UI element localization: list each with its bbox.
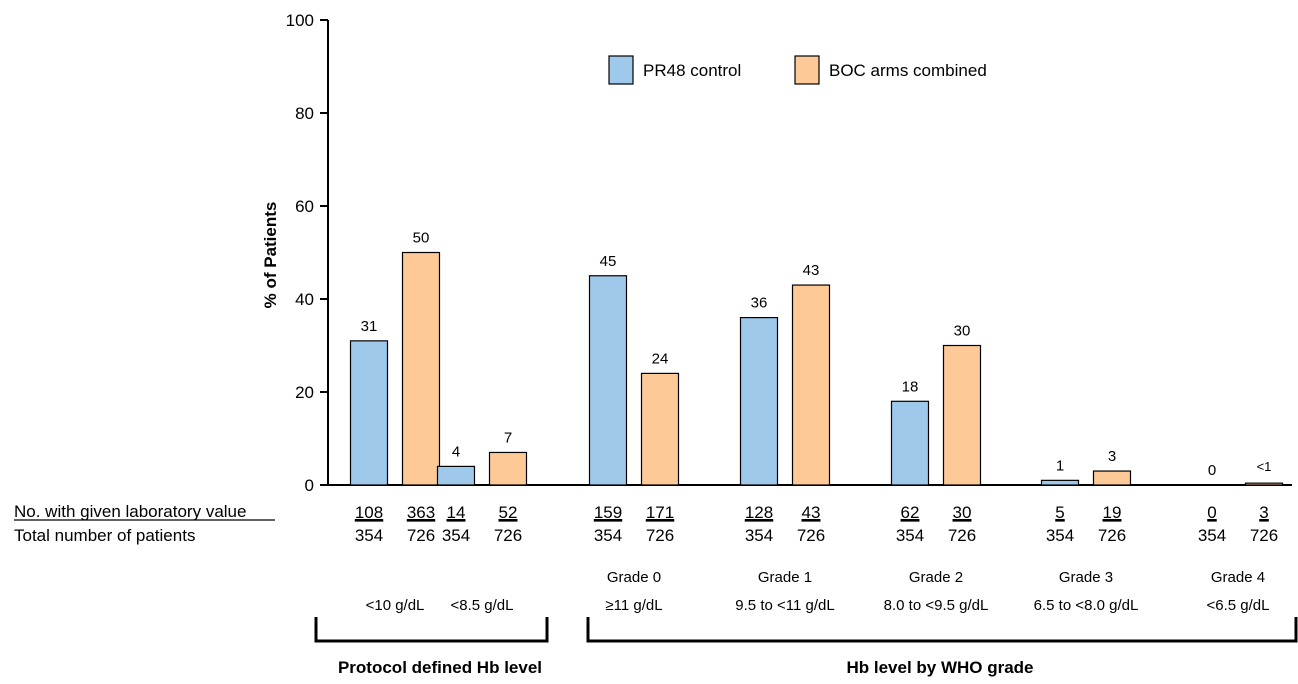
count-numerator: 5	[1055, 503, 1064, 522]
count-denominator: 354	[1046, 526, 1074, 545]
category-range-label: <8.5 g/dL	[451, 597, 514, 614]
legend-swatch-0	[608, 55, 634, 85]
count-numerator: 30	[953, 503, 972, 522]
category-grade-label: Grade 1	[758, 569, 812, 586]
count-denominator: 726	[1250, 526, 1278, 545]
y-tick-label: 40	[295, 290, 314, 309]
bracket-label-1: Hb level by WHO grade	[846, 658, 1033, 677]
count-denominator: 726	[407, 526, 435, 545]
bar-value-label: 18	[902, 378, 919, 395]
count-numerator: 19	[1103, 503, 1122, 522]
count-numerator: 159	[594, 503, 622, 522]
bracket-label-0: Protocol defined Hb level	[338, 658, 542, 677]
bar-grade4-1	[1244, 482, 1284, 486]
bar-grade0-1	[640, 372, 680, 486]
count-denominator: 726	[646, 526, 674, 545]
category-grade-label: Grade 0	[607, 569, 661, 586]
count-denominator: 726	[797, 526, 825, 545]
bar-value-label: 31	[361, 318, 378, 335]
count-numerator: 0	[1207, 503, 1216, 522]
category-range-label: 8.0 to <9.5 g/dL	[884, 597, 989, 614]
count-numerator: 363	[407, 503, 435, 522]
count-numerator: 62	[901, 503, 920, 522]
category-grade-label: Grade 4	[1211, 569, 1265, 586]
bar-value-label: 0	[1208, 462, 1216, 479]
count-numerator: 3	[1259, 503, 1268, 522]
bar-value-label: 7	[504, 429, 512, 446]
y-tick-label: 80	[295, 104, 314, 123]
count-numerator: 43	[802, 503, 821, 522]
count-denominator: 354	[896, 526, 924, 545]
bar-value-label: 3	[1108, 448, 1116, 465]
legend-label-1: BOC arms combined	[829, 61, 987, 80]
category-range-label: 6.5 to <8.0 g/dL	[1034, 597, 1139, 614]
category-range-label: <10 g/dL	[366, 597, 425, 614]
category-range-label: 9.5 to <11 g/dL	[735, 597, 834, 614]
bar-value-label: 45	[600, 253, 617, 270]
count-denominator: 354	[594, 526, 622, 545]
bar-value-label: 43	[803, 262, 820, 279]
bar-value-label: 4	[452, 443, 460, 460]
bar-value-label: 50	[413, 230, 430, 247]
y-axis-label: % of Patients	[261, 202, 280, 309]
bar-value-label: <1	[1257, 459, 1272, 474]
bracket-0	[314, 617, 549, 643]
count-denominator: 354	[442, 526, 470, 545]
count-numerator: 14	[447, 503, 466, 522]
bar-value-label: 24	[652, 350, 669, 367]
category-grade-label: Grade 3	[1059, 569, 1113, 586]
category-grade-label: Grade 2	[909, 569, 963, 586]
category-range-label: <6.5 g/dL	[1207, 597, 1270, 614]
count-denominator: 354	[1198, 526, 1226, 545]
bar-lt10-1	[401, 251, 441, 486]
count-numerator: 128	[745, 503, 773, 522]
bar-grade3-0	[1040, 479, 1080, 486]
count-numerator: 108	[355, 503, 383, 522]
count-denominator: 726	[948, 526, 976, 545]
y-tick-label: 20	[295, 383, 314, 402]
bar-lt85-0	[436, 465, 476, 486]
y-tick-label: 60	[295, 197, 314, 216]
legend-label-0: PR48 control	[643, 61, 741, 80]
bar-grade1-1	[791, 284, 831, 486]
bar-value-label: 1	[1056, 457, 1064, 474]
category-range-label: ≥11 g/dL	[605, 597, 662, 614]
bar-grade2-1	[942, 344, 982, 486]
bar-grade1-0	[739, 317, 779, 486]
bar-value-label: 30	[954, 323, 971, 340]
bar-value-label: 36	[751, 295, 768, 312]
bar-lt10-0	[349, 340, 389, 486]
bar-grade2-0	[890, 400, 930, 486]
count-denominator: 726	[494, 526, 522, 545]
count-numerator: 52	[499, 503, 518, 522]
y-tick-label: 100	[286, 11, 314, 30]
bar-grade3-1	[1092, 470, 1132, 486]
legend-swatch-1	[794, 55, 820, 85]
count-denominator: 354	[745, 526, 773, 545]
row-label-numerator: No. with given laboratory value	[14, 502, 246, 521]
bar-grade0-0	[588, 275, 628, 486]
count-denominator: 354	[355, 526, 383, 545]
row-label-denominator: Total number of patients	[14, 526, 195, 545]
count-denominator: 726	[1098, 526, 1126, 545]
y-tick-label: 0	[305, 476, 314, 495]
count-numerator: 171	[646, 503, 674, 522]
bar-lt85-1	[488, 451, 528, 486]
bracket-1	[586, 617, 1298, 643]
